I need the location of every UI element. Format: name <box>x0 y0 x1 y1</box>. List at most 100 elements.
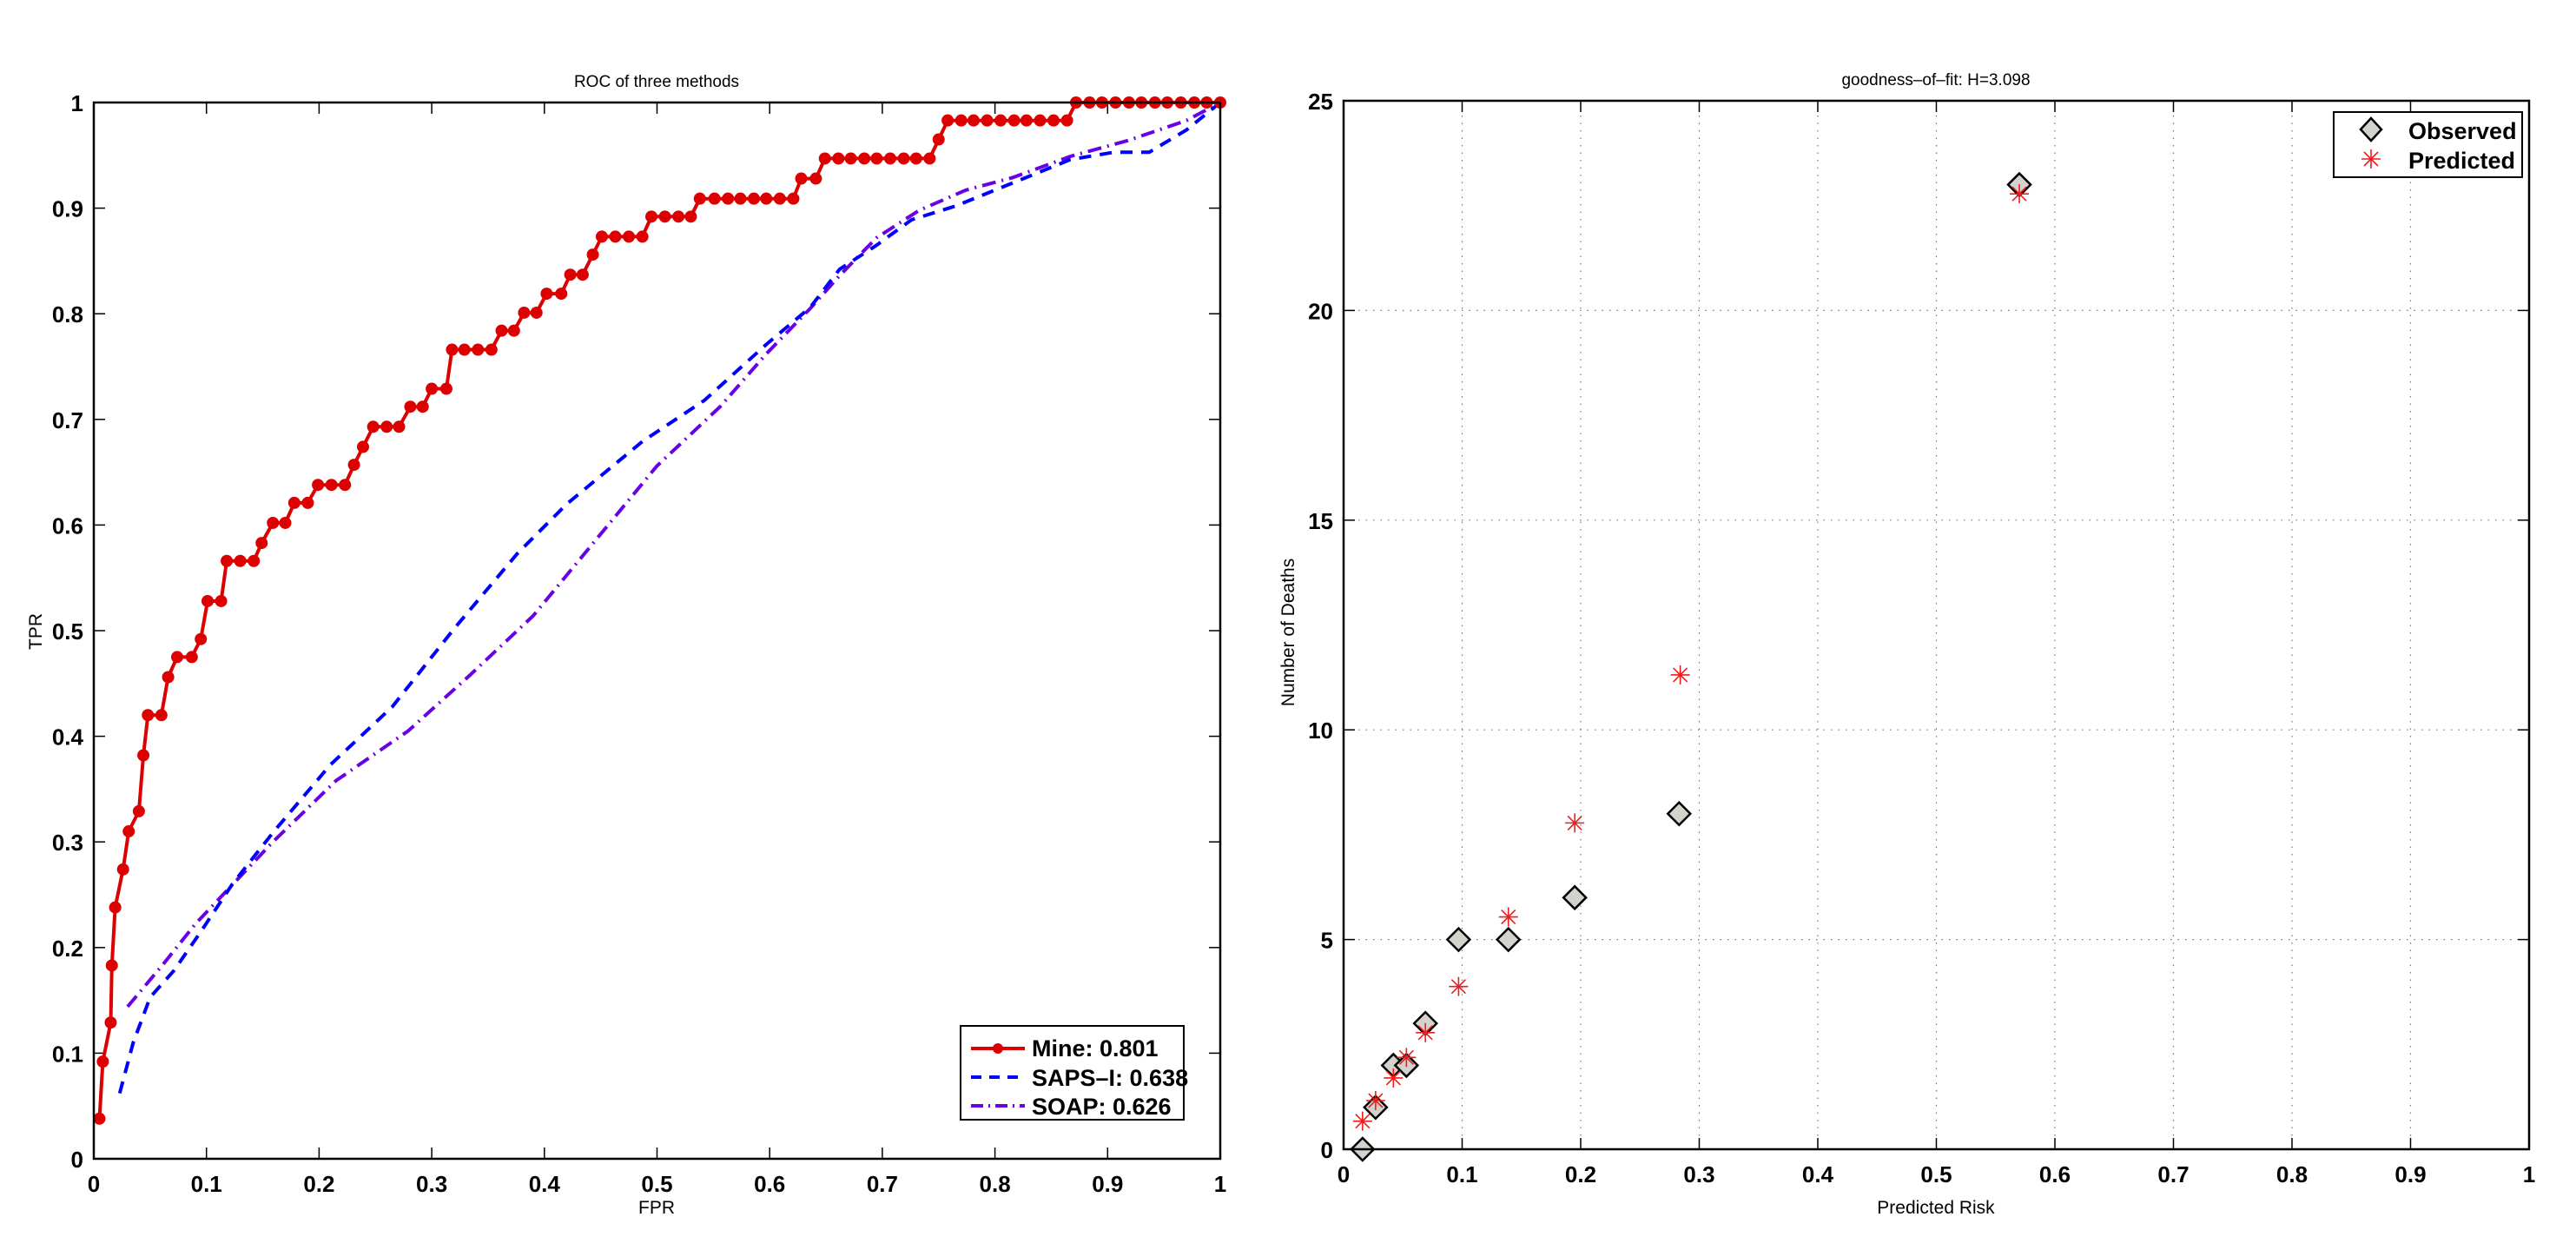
roc-point-mine <box>684 210 697 223</box>
roc-point-mine <box>234 554 247 567</box>
y-tick-label: 0.3 <box>52 830 83 856</box>
roc-ylabel: TPR <box>26 613 46 650</box>
roc-point-mine <box>795 172 808 185</box>
roc-point-mine <box>555 288 568 301</box>
roc-point-mine <box>748 192 761 205</box>
x-tick-label: 0.2 <box>1565 1161 1596 1187</box>
x-tick-label: 0.1 <box>191 1171 222 1197</box>
predicted-point <box>1365 1090 1385 1110</box>
roc-point-mine <box>93 1112 106 1125</box>
roc-point-mine <box>446 343 459 356</box>
roc-point-mine <box>439 382 452 395</box>
roc-point-mine <box>623 230 636 243</box>
roc-point-mine <box>162 671 175 684</box>
roc-point-mine <box>367 420 380 433</box>
y-tick-label: 10 <box>1308 718 1333 744</box>
x-tick-label: 0.2 <box>303 1171 334 1197</box>
legend-predicted-label: Predicted <box>2408 148 2515 174</box>
roc-point-mine <box>773 192 786 205</box>
axes-frame <box>92 101 1222 1161</box>
roc-point-mine <box>981 114 994 127</box>
roc-point-mine <box>472 343 485 356</box>
roc-point-mine <box>105 959 118 972</box>
roc-point-mine <box>883 152 896 165</box>
predicted-point <box>1498 907 1518 927</box>
roc-series-line-0 <box>97 101 1220 1119</box>
roc-point-mine <box>267 516 280 529</box>
roc-point-mine <box>609 230 622 243</box>
x-tick-label: 0.5 <box>641 1171 672 1197</box>
roc-point-mine <box>595 230 608 243</box>
roc-point-mine <box>870 152 883 165</box>
roc-point-mine <box>221 554 234 567</box>
y-tick-label: 20 <box>1308 298 1333 324</box>
roc-point-mine <box>132 804 145 817</box>
roc-point-mine <box>279 516 292 529</box>
roc-point-mine <box>708 192 721 205</box>
y-tick-label: 0.4 <box>52 724 84 751</box>
roc-point-mine <box>248 554 261 567</box>
roc-point-mine <box>507 324 520 337</box>
x-tick-label: 0 <box>1338 1161 1350 1187</box>
x-tick-label: 0.6 <box>754 1171 785 1197</box>
x-tick-label: 0.9 <box>1092 1171 1123 1197</box>
roc-point-mine <box>941 114 954 127</box>
roc-point-mine <box>932 133 945 146</box>
gof-legend: Observed Predicted <box>2333 111 2523 178</box>
roc-point-mine <box>832 152 845 165</box>
roc-point-mine <box>844 152 857 165</box>
roc-point-mine <box>104 1016 117 1029</box>
roc-point-mine <box>530 306 543 319</box>
roc-point-mine <box>201 594 214 607</box>
roc-point-mine <box>518 306 531 319</box>
y-tick-label: 0.5 <box>52 618 83 645</box>
roc-point-mine <box>137 749 150 762</box>
y-tick-label: 0 <box>71 1147 83 1173</box>
roc-point-mine <box>734 192 747 205</box>
roc-point-mine <box>404 400 417 413</box>
roc-point-mine <box>897 152 910 165</box>
roc-point-mine <box>142 709 155 722</box>
y-tick-label: 25 <box>1308 89 1333 115</box>
legend-observed-label: Observed <box>2408 118 2517 144</box>
observed-point <box>1666 800 1693 827</box>
gof-chart: goodness–of–fit: H=3.098 0 0.1 0.2 0.3 0.4 0.… <box>1278 71 2535 1218</box>
y-tick-label: 15 <box>1308 508 1333 534</box>
roc-series-line-1 <box>117 101 1222 1095</box>
y-tick-label: 0.1 <box>52 1041 83 1067</box>
roc-point-mine <box>636 230 649 243</box>
x-tick-label: 0.6 <box>2039 1161 2071 1187</box>
roc-point-mine <box>923 152 936 165</box>
predicted-point <box>1449 976 1469 996</box>
gof-xlabel: Predicted Risk <box>1877 1198 1995 1218</box>
y-tick-label: 5 <box>1321 928 1333 954</box>
plot-background <box>94 103 1220 1159</box>
roc-point-mine <box>325 479 338 492</box>
roc-point-mine <box>339 479 352 492</box>
y-tick-label: 0.2 <box>52 936 83 962</box>
predicted-point <box>1416 1022 1436 1042</box>
x-tick-label: 0.8 <box>2276 1161 2308 1187</box>
x-tick-label: 0.3 <box>1683 1161 1714 1187</box>
roc-point-mine <box>1007 114 1020 127</box>
observed-point <box>1445 926 1472 953</box>
roc-series-line-2 <box>126 101 1221 1009</box>
x-tick-label: 0.7 <box>867 1171 898 1197</box>
gof-title: goodness–of–fit: H=3.098 <box>1841 71 2030 89</box>
roc-point-mine <box>672 210 685 223</box>
roc-point-mine <box>195 632 208 645</box>
roc-point-mine <box>393 420 406 433</box>
roc-point-mine <box>356 440 369 453</box>
predicted-point <box>1384 1068 1404 1088</box>
predicted-point <box>2010 184 2030 204</box>
predicted-point <box>1670 665 1690 685</box>
roc-point-mine <box>458 343 471 356</box>
roc-point-mine <box>255 537 268 550</box>
roc-point-mine <box>1020 114 1033 127</box>
y-tick-label: 0.8 <box>52 301 83 327</box>
roc-point-mine <box>287 496 301 509</box>
roc-xlabel: FPR <box>638 1198 675 1218</box>
roc-point-mine <box>495 324 508 337</box>
